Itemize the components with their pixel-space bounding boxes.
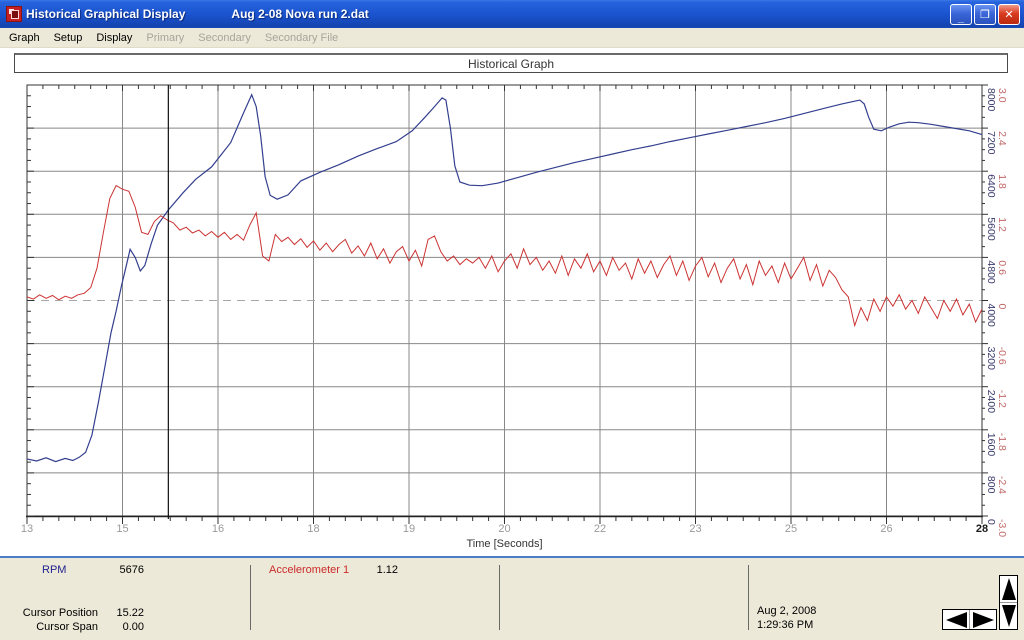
restore-button[interactable]: ❐ (974, 3, 996, 25)
svg-text:4000: 4000 (985, 304, 997, 328)
svg-text:3.0: 3.0 (996, 88, 1008, 103)
cursor-date: Aug 2, 2008 (757, 605, 817, 617)
menu-display[interactable]: Display (96, 31, 133, 44)
graph-title: Historical Graph (467, 56, 555, 71)
svg-text:28: 28 (976, 523, 988, 535)
left-arrow-icon (945, 611, 967, 628)
svg-text:15: 15 (116, 523, 128, 535)
svg-text:22: 22 (594, 523, 606, 535)
accel-readout-value: 1.12 (376, 564, 398, 576)
menu-bar: Graph Setup Display Primary Secondary Se… (0, 28, 1024, 48)
scroll-left-button[interactable] (943, 610, 969, 629)
vertical-scroll-buttons (999, 575, 1018, 630)
down-arrow-icon (1001, 605, 1016, 627)
svg-text:0: 0 (996, 304, 1008, 310)
panel-divider-2 (499, 565, 500, 630)
svg-text:20: 20 (498, 523, 510, 535)
svg-text:18: 18 (307, 523, 319, 535)
minimize-button[interactable]: _ (950, 3, 972, 25)
svg-text:800: 800 (985, 476, 997, 494)
svg-text:1.8: 1.8 (996, 174, 1008, 189)
title-bar: Historical Graphical Display Aug 2-08 No… (0, 0, 1024, 28)
svg-text:-0.6: -0.6 (996, 347, 1008, 365)
graph-panel: Historical Graph 13 15 16 18 19 20 22 23 25 26 28 T… (0, 48, 1024, 556)
svg-text:19: 19 (403, 523, 415, 535)
panel-divider-3 (748, 565, 749, 630)
cursor-span-label: Cursor Span (36, 621, 98, 633)
menu-secondary: Secondary (198, 31, 251, 44)
graph-title-box: Historical Graph (14, 53, 1008, 73)
accel-readout-label: Accelerometer 1 (269, 564, 350, 576)
svg-text:0: 0 (985, 519, 997, 525)
cursor-position-value: 15.22 (116, 607, 144, 619)
scroll-separator-v (1000, 602, 1017, 603)
svg-text:23: 23 (689, 523, 701, 535)
app-icon (6, 6, 22, 22)
window-title: Historical Graphical Display Aug 2-08 No… (26, 7, 369, 21)
window-title-app: Historical Graphical Display (26, 7, 186, 21)
status-panel: RPM 5676 Accelerometer 1 1.12 Cursor Pos… (0, 556, 1024, 640)
cursor-time: 1:29:36 PM (757, 619, 814, 631)
menu-setup[interactable]: Setup (53, 31, 83, 44)
svg-text:-3.0: -3.0 (996, 519, 1008, 537)
svg-text:16: 16 (212, 523, 224, 535)
right-arrow-icon (972, 611, 994, 628)
scroll-separator (969, 610, 970, 629)
menu-secondary-file: Secondary File (264, 31, 339, 44)
svg-text:25: 25 (785, 523, 797, 535)
svg-text:-1.8: -1.8 (996, 433, 1008, 451)
svg-text:8000: 8000 (985, 88, 997, 112)
svg-text:-1.2: -1.2 (996, 390, 1008, 408)
window-title-file: Aug 2-08 Nova run 2.dat (231, 7, 369, 21)
panel-divider-1 (250, 565, 251, 630)
svg-text:1.2: 1.2 (996, 217, 1008, 232)
minimize-icon: _ (957, 12, 965, 24)
cursor-span-value: 0.00 (122, 621, 144, 633)
svg-text:2.4: 2.4 (996, 131, 1008, 146)
svg-text:7200: 7200 (985, 131, 997, 155)
svg-text:2400: 2400 (985, 390, 997, 414)
svg-text:6400: 6400 (985, 174, 997, 198)
horizontal-scroll-buttons (942, 609, 997, 630)
cursor-position-label: Cursor Position (22, 607, 98, 619)
svg-text:3200: 3200 (985, 347, 997, 371)
svg-text:4800: 4800 (985, 260, 997, 284)
menu-primary: Primary (146, 31, 185, 44)
close-button[interactable]: ✕ (998, 3, 1020, 25)
x-axis-label: Time [Seconds] (466, 538, 542, 550)
svg-text:0.6: 0.6 (996, 260, 1008, 275)
svg-text:5600: 5600 (985, 217, 997, 241)
rpm-readout-value: 5676 (119, 564, 144, 576)
svg-text:13: 13 (21, 523, 33, 535)
scroll-up-button[interactable] (1000, 576, 1017, 602)
menu-graph[interactable]: Graph (9, 31, 40, 44)
svg-text:1600: 1600 (985, 433, 997, 457)
scroll-right-button[interactable] (970, 610, 996, 629)
svg-text:26: 26 (880, 523, 892, 535)
restore-icon: ❐ (980, 8, 990, 21)
svg-text:-2.4: -2.4 (996, 476, 1008, 494)
up-arrow-icon (1001, 578, 1016, 600)
accel-series-line (26, 184, 983, 328)
rpm-series-line (26, 93, 983, 463)
rpm-readout-label: RPM (42, 564, 67, 576)
scroll-down-button[interactable] (1000, 603, 1017, 629)
close-icon: ✕ (1004, 8, 1014, 21)
